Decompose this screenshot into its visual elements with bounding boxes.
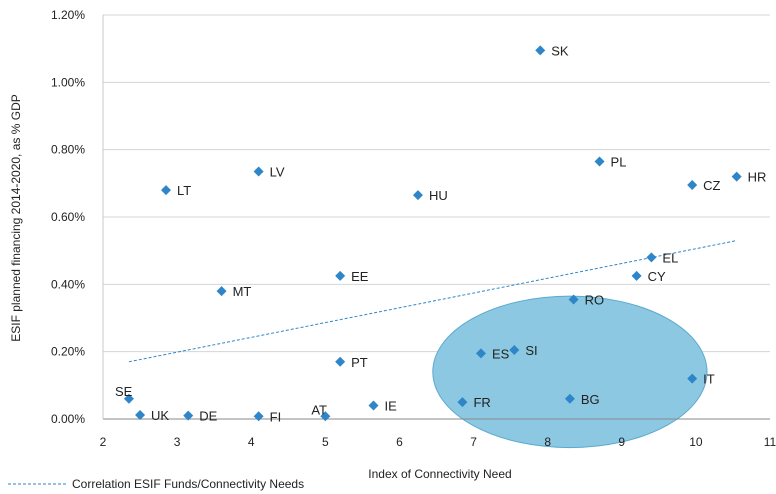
point-label-sk: SK xyxy=(551,43,569,58)
y-tick-label: 0.80% xyxy=(51,143,85,157)
x-tick-label: 9 xyxy=(618,435,625,449)
trendline xyxy=(128,240,737,363)
point-label-bg: BG xyxy=(581,392,600,407)
point-label-mt: MT xyxy=(233,284,252,299)
x-tick-label: 8 xyxy=(544,435,551,449)
point-label-pl: PL xyxy=(611,154,627,169)
point-label-it: IT xyxy=(703,372,715,387)
point-label-hu: HU xyxy=(429,188,448,203)
data-point-pt xyxy=(335,356,346,367)
y-tick-label: 0.40% xyxy=(51,277,85,291)
point-labels: SK LV PL LT HU CZ HR EL EE CY MT RO SI ES PT IT SE BG FR IE… xyxy=(115,43,766,424)
point-label-pt: PT xyxy=(351,355,368,370)
data-point-sk xyxy=(535,45,546,56)
data-point-de xyxy=(183,410,194,421)
point-label-ee: EE xyxy=(351,269,369,284)
y-tick-label: 0.60% xyxy=(51,210,85,224)
data-point-cy xyxy=(631,270,642,281)
point-label-cz: CZ xyxy=(703,178,720,193)
data-point-hu xyxy=(412,190,423,201)
y-tick-label: 0.00% xyxy=(51,412,85,426)
point-label-fr: FR xyxy=(473,395,490,410)
x-tick-label: 2 xyxy=(100,435,107,449)
data-point-pl xyxy=(594,156,605,167)
x-tick-label: 3 xyxy=(174,435,181,449)
grid-lines xyxy=(103,14,770,353)
legend: Correlation ESIF Funds/Connectivity Need… xyxy=(8,477,304,491)
data-point-ie xyxy=(368,400,379,411)
point-label-el: EL xyxy=(662,250,678,265)
x-tick-label: 11 xyxy=(764,435,776,449)
data-point-hr xyxy=(731,171,742,182)
x-tick-label: 10 xyxy=(689,435,703,449)
point-label-hr: HR xyxy=(748,170,767,185)
x-tick-label: 4 xyxy=(248,435,255,449)
point-label-se: SE xyxy=(115,384,133,399)
data-point-es xyxy=(475,348,486,359)
data-point-ro xyxy=(568,294,579,305)
point-label-at: AT xyxy=(311,402,327,417)
data-point-si xyxy=(509,344,520,355)
legend-trendline-label: Correlation ESIF Funds/Connectivity Need… xyxy=(72,477,304,491)
point-label-cy: CY xyxy=(648,269,666,284)
point-label-lv: LV xyxy=(270,165,285,180)
data-points xyxy=(123,45,742,422)
data-point-fr xyxy=(457,397,468,408)
data-point-lv xyxy=(253,166,264,177)
data-point-el xyxy=(646,252,657,263)
data-point-bg xyxy=(564,393,575,404)
data-point-fi xyxy=(253,411,264,422)
x-tick-labels: 2 3 4 5 6 7 8 9 10 11 xyxy=(100,435,776,449)
point-label-lt: LT xyxy=(177,183,191,198)
point-label-uk: UK xyxy=(151,408,169,423)
highlight-ellipse-layer xyxy=(432,295,708,449)
data-point-cz xyxy=(687,180,698,191)
axes xyxy=(102,15,770,420)
trendline-layer xyxy=(128,240,737,363)
point-label-si: SI xyxy=(525,343,537,358)
x-axis-title: Index of Connectivity Need xyxy=(368,467,511,481)
y-tick-labels: 0.00% 0.20% 0.40% 0.60% 0.80% 1.00% 1.20% xyxy=(51,8,85,426)
point-label-de: DE xyxy=(199,409,217,424)
data-point-ee xyxy=(335,270,346,281)
point-label-ie: IE xyxy=(385,399,398,414)
y-tick-label: 1.00% xyxy=(51,75,85,89)
x-tick-label: 7 xyxy=(470,435,477,449)
data-point-at xyxy=(320,411,331,422)
x-tick-label: 6 xyxy=(396,435,403,449)
point-label-es: ES xyxy=(492,346,510,361)
data-point-it xyxy=(687,373,698,384)
y-axis-title: ESIF planned financing 2014-2020, as % G… xyxy=(9,94,23,342)
highlight-ellipse xyxy=(432,295,708,449)
x-tick-label: 5 xyxy=(322,435,329,449)
data-point-lt xyxy=(160,185,171,196)
data-point-mt xyxy=(216,286,227,297)
point-label-fi: FI xyxy=(270,409,282,424)
point-label-ro: RO xyxy=(585,292,605,307)
y-tick-label: 0.20% xyxy=(51,345,85,359)
data-point-se xyxy=(123,393,134,404)
data-point-uk xyxy=(135,409,146,420)
y-tick-label: 1.20% xyxy=(51,8,85,22)
